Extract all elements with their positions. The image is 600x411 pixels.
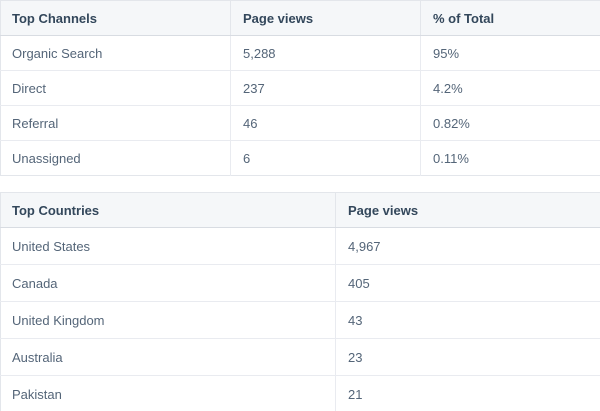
table-cell: 43 bbox=[335, 301, 600, 339]
table-cell: Direct bbox=[0, 70, 231, 106]
top-countries-table: Top Countries Page views United States 4,9… bbox=[0, 192, 600, 411]
table-cell: 0.11% bbox=[420, 140, 600, 176]
table-row: Organic Search 5,288 95% bbox=[0, 35, 600, 71]
table-row: United Kingdom 43 bbox=[0, 301, 600, 339]
table-cell: 95% bbox=[420, 35, 600, 71]
table-cell: Pakistan bbox=[0, 375, 336, 411]
table-cell: Organic Search bbox=[0, 35, 231, 71]
table-row: Pakistan 21 bbox=[0, 375, 600, 411]
table-cell: Referral bbox=[0, 105, 231, 141]
top-channels-column-header-1: Page views bbox=[230, 0, 421, 36]
table-cell: Australia bbox=[0, 338, 336, 376]
table-row: Australia 23 bbox=[0, 338, 600, 376]
table-cell: 46 bbox=[230, 105, 421, 141]
table-row: Canada 405 bbox=[0, 264, 600, 302]
top-channels-body: Organic Search 5,288 95% Direct 237 4.2% Refer… bbox=[0, 35, 600, 176]
table-row: Referral 46 0.82% bbox=[0, 105, 600, 141]
table-cell: 4,967 bbox=[335, 227, 600, 265]
top-countries-column-header-0: Top Countries bbox=[0, 192, 336, 228]
table-cell: Unassigned bbox=[0, 140, 231, 176]
top-channels-header-row: Top Channels Page views% of Total bbox=[0, 0, 600, 36]
top-countries-column-header-1: Page views bbox=[335, 192, 600, 228]
table-cell: United States bbox=[0, 227, 336, 265]
table-row: United States 4,967 bbox=[0, 227, 600, 265]
top-countries-header-row: Top Countries Page views bbox=[0, 192, 600, 228]
table-cell: 6 bbox=[230, 140, 421, 176]
table-cell: Canada bbox=[0, 264, 336, 302]
top-channels-table: Top Channels Page views% of Total Organic… bbox=[0, 0, 600, 176]
table-cell: United Kingdom bbox=[0, 301, 336, 339]
table-cell: 405 bbox=[335, 264, 600, 302]
top-channels-column-header-0: Top Channels bbox=[0, 0, 231, 36]
table-cell: 0.82% bbox=[420, 105, 600, 141]
table-cell: 4.2% bbox=[420, 70, 600, 106]
table-row: Unassigned 6 0.11% bbox=[0, 140, 600, 176]
table-cell: 5,288 bbox=[230, 35, 421, 71]
table-cell: 23 bbox=[335, 338, 600, 376]
top-channels-column-header-2: % of Total bbox=[420, 0, 600, 36]
table-cell: 21 bbox=[335, 375, 600, 411]
top-countries-body: United States 4,967 Canada 405 United Kingdo… bbox=[0, 227, 600, 411]
table-cell: 237 bbox=[230, 70, 421, 106]
table-row: Direct 237 4.2% bbox=[0, 70, 600, 106]
